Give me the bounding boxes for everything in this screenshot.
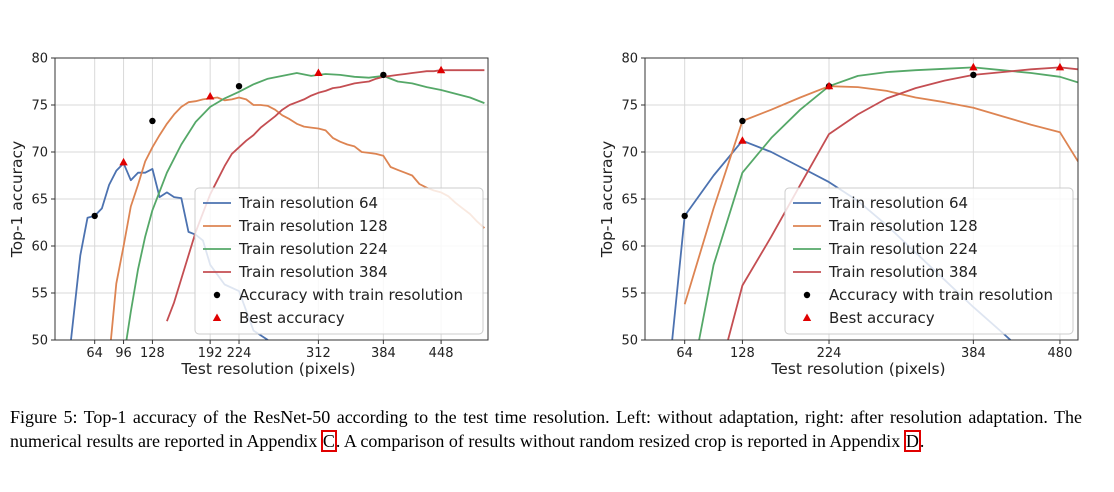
x-tick-label: 224 bbox=[817, 346, 842, 361]
train-accuracy-point bbox=[91, 212, 98, 220]
y-tick-label: 55 bbox=[31, 287, 48, 302]
legend-label: Best accuracy bbox=[239, 309, 345, 327]
legend-label: Best accuracy bbox=[829, 309, 935, 327]
best-accuracy-point bbox=[436, 65, 446, 74]
series-line-1 bbox=[683, 85, 1078, 305]
legend-label: Train resolution 224 bbox=[238, 240, 388, 258]
series-line-1 bbox=[109, 96, 486, 340]
best-accuracy-point bbox=[205, 92, 215, 100]
legend-label: Train resolution 64 bbox=[828, 194, 968, 212]
best-accuracy-point bbox=[314, 68, 323, 77]
y-tick-label: 60 bbox=[621, 240, 638, 255]
y-tick-label: 80 bbox=[621, 52, 638, 67]
y-tick-label: 50 bbox=[621, 334, 638, 349]
x-tick-label: 312 bbox=[306, 346, 331, 361]
y-tick-label: 65 bbox=[621, 193, 638, 208]
best-accuracy-point bbox=[119, 157, 128, 166]
legend: Train resolution 64 Train resolution 128 T… bbox=[784, 187, 1074, 335]
x-tick-label: 384 bbox=[961, 346, 986, 361]
legend-dot-marker bbox=[213, 291, 221, 299]
y-tick-label: 70 bbox=[31, 146, 48, 161]
legend-label: Accuracy with train resolution bbox=[829, 286, 1053, 304]
appendix-c-link[interactable]: C bbox=[320, 430, 337, 452]
y-tick-label: 50 bbox=[31, 334, 48, 349]
x-tick-label: 480 bbox=[1048, 346, 1073, 361]
x-tick-label: 224 bbox=[227, 346, 252, 361]
caption-text-2: . A comparison of results without random… bbox=[335, 431, 905, 451]
best-accuracy-point bbox=[824, 81, 834, 90]
y-tick-label: 75 bbox=[621, 99, 638, 114]
legend-label: Train resolution 224 bbox=[828, 240, 978, 258]
legend-triangle-marker bbox=[212, 313, 222, 321]
right-chart: 64 128 224 384 480 50 55 60 65 70 75 80 Test resolut… bbox=[598, 52, 1079, 378]
x-tick-label: 128 bbox=[140, 346, 165, 361]
y-tick-label: 60 bbox=[31, 240, 48, 255]
series-line-2 bbox=[698, 66, 1078, 340]
legend-label: Train resolution 384 bbox=[238, 263, 388, 281]
y-tick-label: 65 bbox=[31, 193, 48, 208]
left-chart: 64 96 128 192 224 312 384 448 50 55 60 65 70 75 80 Test… bbox=[8, 52, 489, 378]
legend-label: Accuracy with train resolution bbox=[239, 286, 463, 304]
figure-caption: Figure 5: Top-1 accuracy of the ResNet-5… bbox=[10, 405, 1082, 453]
train-accuracy-point bbox=[235, 83, 243, 90]
y-tick-label: 70 bbox=[621, 146, 638, 161]
legend-label: Train resolution 64 bbox=[238, 194, 378, 212]
legend-label: Train resolution 384 bbox=[828, 263, 978, 281]
x-tick-label: 192 bbox=[198, 346, 223, 361]
x-tick-label: 64 bbox=[676, 346, 693, 361]
train-accuracy-point bbox=[149, 117, 156, 125]
y-axis-label: Top-1 accuracy bbox=[8, 141, 26, 258]
x-axis-label: Test resolution (pixels) bbox=[770, 360, 945, 378]
x-tick-label: 64 bbox=[86, 346, 103, 361]
y-tick-label: 75 bbox=[31, 99, 48, 114]
x-tick-label: 448 bbox=[429, 346, 454, 361]
caption-text-3: . bbox=[919, 431, 925, 451]
y-axis-label: Top-1 accuracy bbox=[598, 141, 616, 258]
train-accuracy-point bbox=[970, 71, 977, 79]
best-accuracy-point bbox=[969, 62, 978, 71]
legend-label: Train resolution 128 bbox=[828, 217, 978, 235]
y-tick-label: 55 bbox=[621, 287, 638, 302]
y-tick-label: 80 bbox=[31, 52, 48, 67]
x-tick-label: 128 bbox=[730, 346, 755, 361]
best-accuracy-point bbox=[1055, 62, 1065, 71]
legend-dot-marker bbox=[803, 291, 811, 299]
appendix-d-link[interactable]: D bbox=[903, 430, 921, 452]
x-axis-label: Test resolution (pixels) bbox=[180, 360, 355, 378]
legend-label: Train resolution 128 bbox=[238, 217, 388, 235]
train-accuracy-point bbox=[739, 117, 746, 125]
legend-box bbox=[194, 187, 484, 335]
legend-box bbox=[784, 187, 1074, 335]
series-line-3 bbox=[166, 69, 485, 322]
series-line-2 bbox=[125, 72, 485, 340]
train-accuracy-point bbox=[681, 212, 688, 220]
legend-triangle-marker bbox=[802, 313, 812, 321]
best-accuracy-point bbox=[738, 136, 747, 144]
x-tick-label: 96 bbox=[115, 346, 132, 361]
series-line-3 bbox=[727, 66, 1078, 340]
train-accuracy-point bbox=[380, 71, 387, 79]
caption-text-1: Figure 5: Top-1 accuracy of the ResNet-5… bbox=[10, 407, 1082, 451]
x-tick-label: 384 bbox=[371, 346, 396, 361]
legend: Train resolution 64 Train resolution 128 T… bbox=[194, 187, 484, 335]
